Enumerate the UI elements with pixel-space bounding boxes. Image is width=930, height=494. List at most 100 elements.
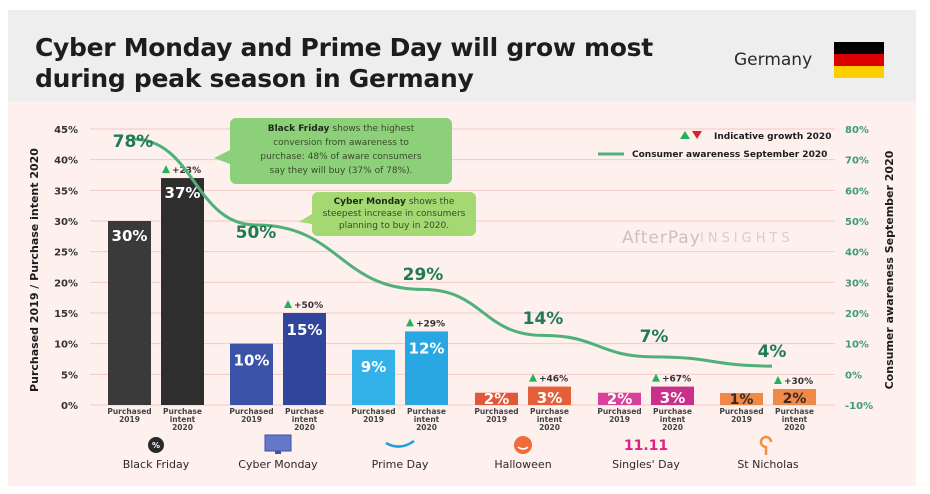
awareness-value-label: 7%	[640, 327, 669, 347]
y-tick-label: 15%	[54, 309, 78, 320]
y2-tick-label: 0%	[845, 370, 862, 381]
bar-purchase-intent-2020	[161, 178, 204, 405]
bar-purchase-intent-2020	[283, 313, 326, 405]
right-axis-label: Consumer awareness September 2020	[883, 150, 896, 389]
gridlines	[90, 128, 835, 406]
y-tick-label: 0%	[61, 401, 78, 412]
growth-up-icon	[652, 373, 660, 382]
bar-value-label: 12%	[409, 339, 445, 357]
bar-sublabel: Purchase	[163, 407, 202, 416]
awareness-line: 78% 50% 29% 14% 7% 4%	[113, 132, 786, 368]
growth-label: +67%	[662, 375, 691, 385]
bar-value-label: 3%	[660, 389, 685, 407]
y-tick-label: 10%	[54, 340, 78, 351]
title-line-1: Cyber Monday and Prime Day will grow mos…	[35, 33, 653, 62]
growth-up-icon	[406, 318, 414, 327]
awareness-line-path	[132, 137, 773, 368]
growth-up-icon	[774, 376, 782, 384]
watermark-suffix: INSIGHTS	[700, 231, 794, 246]
awareness-value-label: 29%	[403, 265, 444, 285]
bar-sublabel: 2019	[363, 415, 384, 424]
category-label: St Nicholas	[737, 458, 799, 471]
legend-awareness-label: Consumer awareness September 2020	[632, 150, 827, 160]
left-axis-ticks: 0% 5% 10% 15% 20% 25% 30% 35% 40% 45%	[54, 125, 78, 412]
bar-purchase-intent-2020	[528, 386, 571, 405]
bar-purchased-2019	[230, 343, 273, 405]
flag-stripe-black	[834, 42, 884, 54]
bar-sublabel: 2019	[486, 415, 507, 424]
legend-up-triangle-icon	[680, 131, 690, 139]
bar-sublabel: Purchase	[407, 407, 446, 416]
bar-sublabel: 2020	[294, 423, 315, 432]
bar-sublabel: 2020	[784, 423, 805, 432]
bar-sublabel: 2020	[539, 423, 560, 432]
right-axis-ticks: -10% 0% 10% 20% 30% 40% 50% 60% 70% 80%	[845, 125, 873, 412]
awareness-value-label: 14%	[523, 309, 564, 329]
callout-text-line1: Cyber Monday shows the	[334, 197, 455, 207]
bar-sublabel: Purchased	[474, 407, 518, 416]
monitor-stand	[275, 451, 281, 454]
growth-label: +50%	[294, 301, 323, 311]
bar-sublabel: Purchase	[775, 407, 814, 416]
bar-sublabel: intent	[537, 415, 563, 424]
pumpkin-icon	[514, 436, 532, 454]
legend-growth-label: Indicative growth 2020	[714, 132, 831, 142]
growth-label: +29%	[416, 319, 445, 329]
germany-flag-icon	[834, 42, 884, 78]
crozier-icon	[759, 435, 773, 455]
y-tick-label: 5%	[61, 370, 78, 381]
callout-line: shows the	[409, 197, 455, 207]
y-tick-label: 35%	[54, 186, 78, 197]
growth-label: +46%	[539, 375, 568, 385]
legend: Indicative growth 2020 Consumer awarenes…	[598, 131, 831, 160]
infographic-card: Cyber Monday and Prime Day will grow mos…	[8, 10, 916, 486]
bar-value-label: 30%	[112, 227, 148, 245]
callout-text-line1: Black Friday shows the highest	[268, 124, 415, 134]
growth-label: +30%	[784, 377, 813, 387]
watermark: AfterPay INSIGHTS	[622, 228, 794, 248]
flag-stripe-gold	[834, 66, 884, 78]
growth-up-icon	[529, 373, 537, 382]
y-tick-label: 25%	[54, 248, 78, 259]
bar-sublabel: Purchased	[351, 407, 395, 416]
percent-glyph: %	[152, 441, 160, 450]
bar-purchased-2019	[108, 221, 151, 405]
bar-value-label: 9%	[361, 358, 386, 376]
left-axis-label: Purchased 2019 / Purchase intent 2020	[28, 148, 41, 392]
growth-up-icon	[284, 300, 292, 308]
bar-sublabel: Purchased	[229, 407, 273, 416]
pumpkin-smile	[517, 446, 529, 450]
bar-value-label: 1%	[730, 392, 754, 408]
bar-sublabel: Purchase	[530, 407, 569, 416]
bar-purchase-intent-2020	[405, 331, 448, 405]
bar-purchased-2019	[598, 392, 641, 405]
bar-sublabel: intent	[170, 415, 196, 424]
bar-sublabel: Purchased	[719, 407, 763, 416]
callout-black-friday: Black Friday shows the highest conversion…	[214, 118, 452, 184]
bar-sublabel: 2020	[172, 423, 193, 432]
category-label: Black Friday	[123, 458, 190, 471]
watermark-brand: AfterPay	[622, 228, 701, 248]
percent-badge-icon	[148, 437, 164, 453]
bar-sublabel: Purchase	[285, 407, 324, 416]
callout-bubble	[214, 118, 452, 184]
y-tick-label: 20%	[54, 278, 78, 289]
y2-tick-label: -10%	[845, 401, 873, 412]
bar-value-label: 15%	[287, 321, 323, 339]
y2-tick-label: 40%	[845, 248, 869, 259]
callout-cyber-monday: Cyber Monday shows the steepest increase …	[299, 192, 476, 236]
bar-purchased-2019	[720, 393, 763, 405]
bar-purchase-intent-2020	[773, 389, 816, 405]
y2-tick-label: 20%	[845, 309, 869, 320]
bar-value-label: 3%	[537, 389, 562, 407]
callout-text-line2: steepest increase in consumers	[323, 209, 466, 219]
bar-sublabel: Purchased	[107, 407, 151, 416]
bar-value-label: 37%	[165, 184, 201, 202]
country-label: Germany	[734, 50, 813, 70]
bar-purchased-2019	[352, 349, 395, 405]
bar-sublabel: intent	[414, 415, 440, 424]
bars: 30%37%+23%10%15%+50%9%12%+29%2% 3%+46%2% 3…	[108, 165, 816, 408]
callout-text-line3: planning to buy in 2020.	[339, 221, 449, 231]
